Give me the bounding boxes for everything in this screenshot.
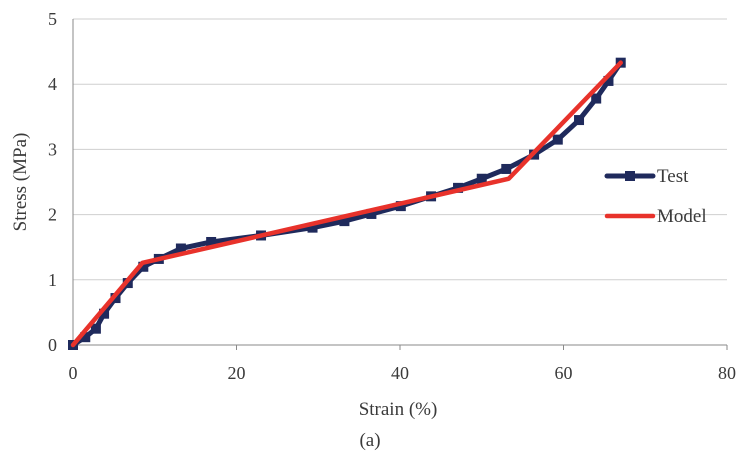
data-point-test [339, 216, 350, 227]
data-point-test [366, 208, 377, 219]
legend-item-test: Test [604, 166, 689, 187]
y-tick-label: 1 [48, 270, 57, 290]
legend-marker [625, 171, 635, 181]
series-line-test [70, 60, 624, 348]
y-tick-label: 2 [48, 205, 57, 225]
data-point-test [453, 182, 464, 193]
legend: Test Model [604, 166, 707, 227]
y-tick-label: 3 [48, 139, 57, 159]
series-model [70, 60, 623, 348]
x-tick-label: 20 [228, 363, 246, 383]
data-point-test [138, 261, 149, 272]
x-tick-label: 80 [718, 363, 736, 383]
data-point-test [206, 236, 217, 247]
data-point-test [603, 75, 614, 86]
data-point-test [80, 332, 91, 343]
y-tick-label: 5 [48, 9, 57, 29]
y-axis-title: Stress (MPa) [10, 133, 31, 232]
data-point-test [574, 115, 585, 126]
data-point-test [476, 173, 487, 184]
legend-label: Test [657, 166, 689, 187]
y-tick-label: 4 [48, 74, 57, 94]
x-tick-label: 40 [391, 363, 409, 383]
data-point-test [307, 222, 318, 233]
legend-label: Model [657, 206, 707, 227]
data-point-test [591, 93, 602, 104]
x-tick-label: 0 [69, 363, 78, 383]
data-point-test [175, 243, 186, 254]
x-tick-label: 60 [555, 363, 573, 383]
data-point-test [552, 134, 563, 145]
x-axis-title: Strain (%) [359, 399, 438, 420]
data-point-test [99, 308, 110, 319]
gridlines [73, 18, 727, 281]
axes: 0 1 2 3 4 5 0 20 40 60 80 [48, 9, 736, 383]
figure-caption: (a) [359, 430, 380, 451]
data-point-test [395, 201, 406, 212]
series-line-model [70, 60, 623, 348]
y-tick-label: 0 [48, 335, 57, 355]
series [68, 57, 626, 350]
data-point-test [501, 163, 512, 174]
legend-item-model: Model [604, 206, 707, 227]
series-test [68, 57, 626, 350]
data-point-test [90, 323, 101, 334]
